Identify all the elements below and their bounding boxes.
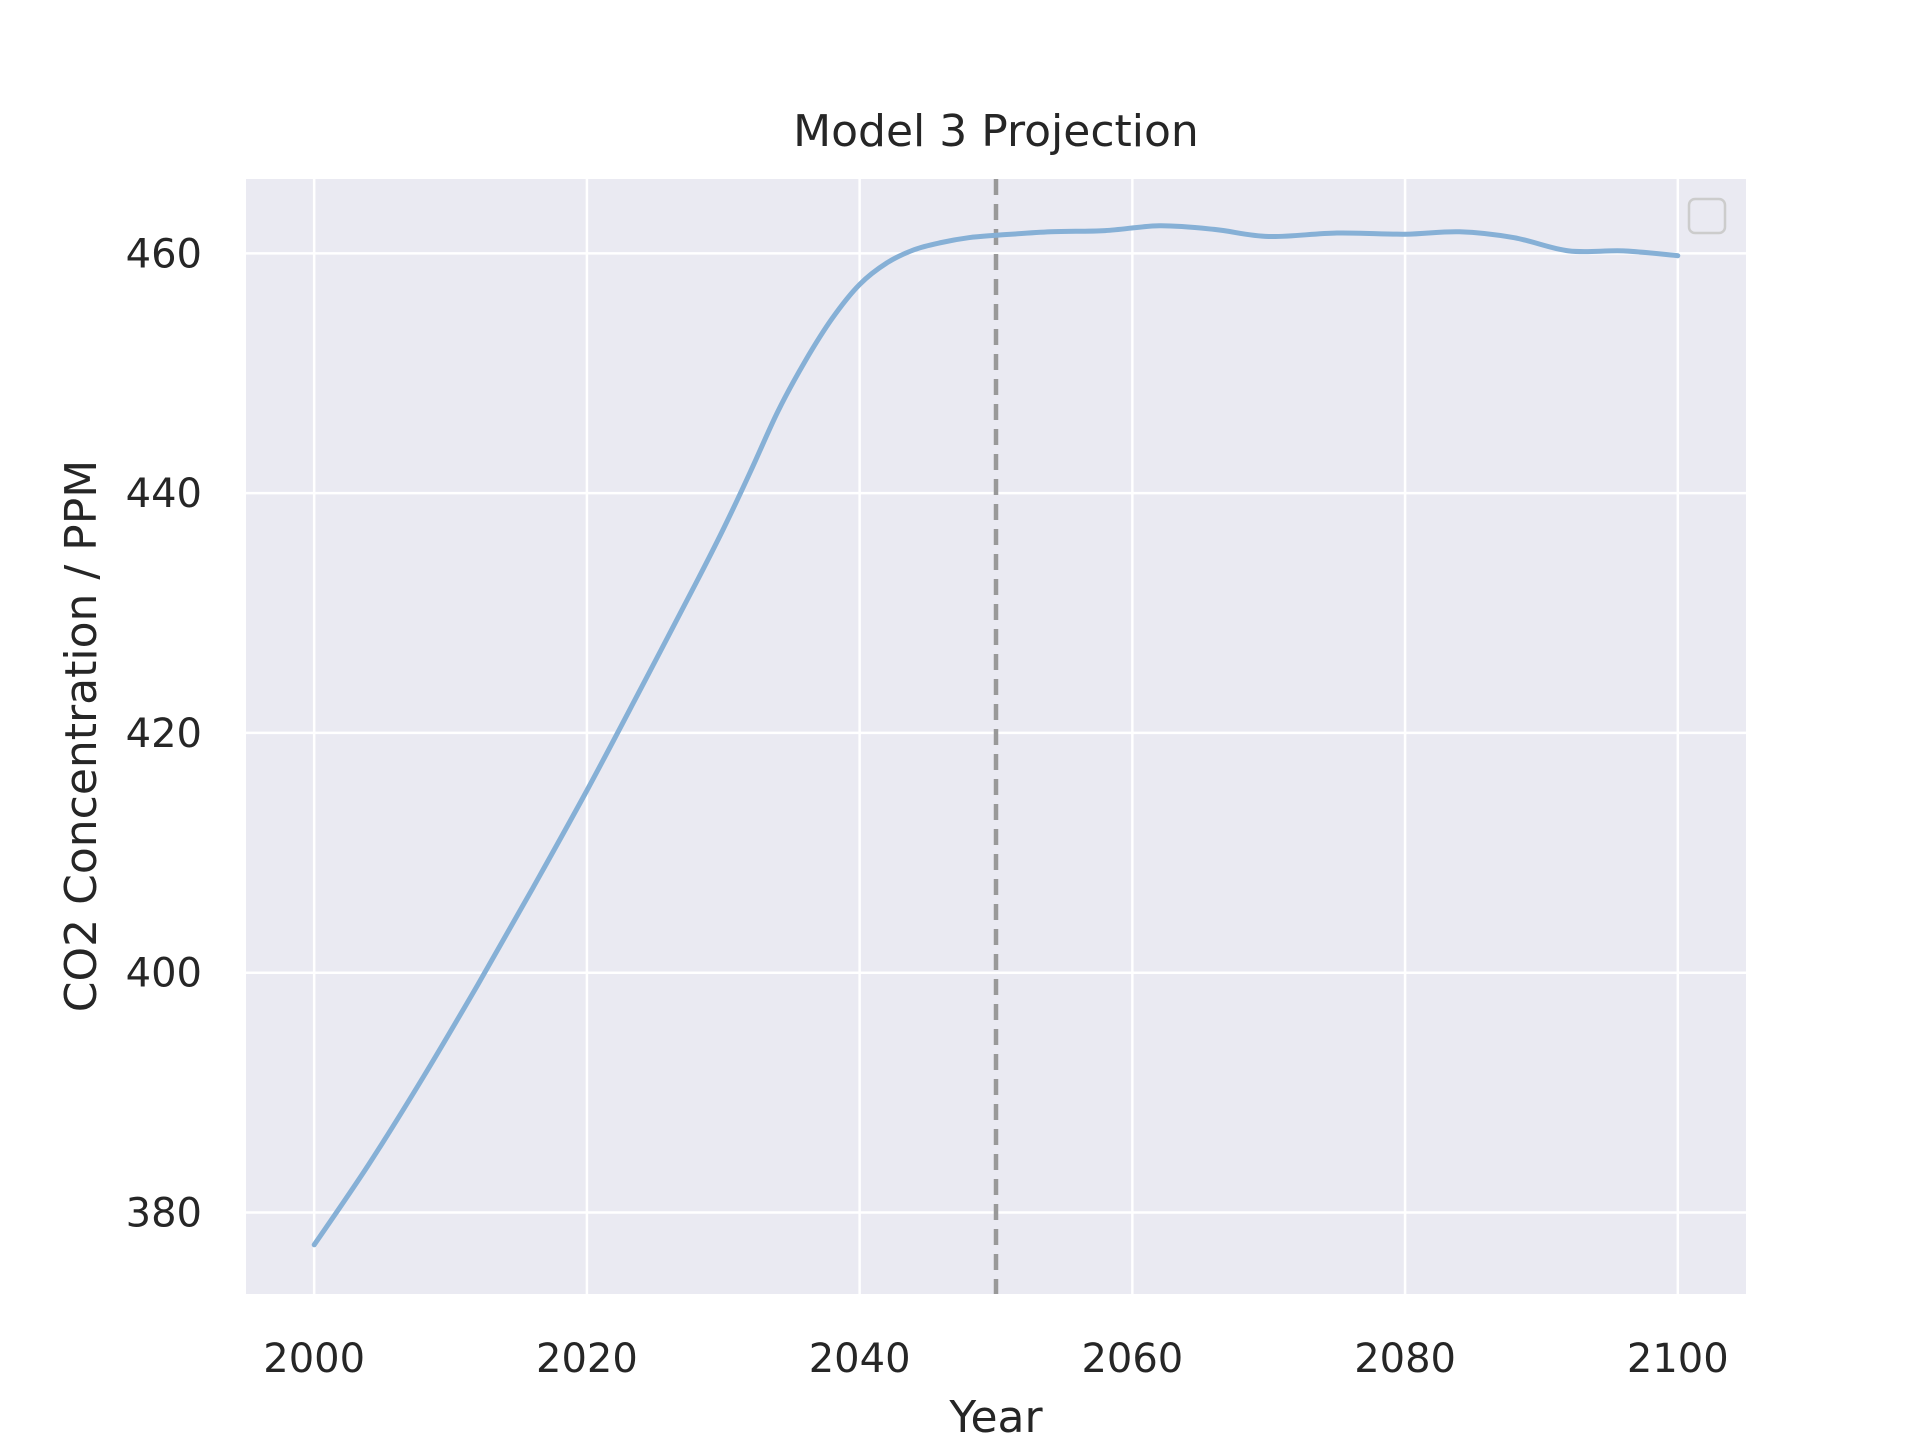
x-tick-label: 2100: [1627, 1336, 1729, 1382]
y-tick-labels: 380 400 420 440 460: [126, 231, 202, 1236]
series-line: [311, 223, 1681, 1248]
x-tick-label: 2040: [809, 1336, 911, 1382]
x-axis-label: Year: [948, 1392, 1043, 1440]
y-tick-label: 420: [126, 711, 202, 757]
x-tick-label: 2060: [1081, 1336, 1183, 1382]
y-tick-label: 440: [126, 471, 202, 517]
y-axis-label: CO2 Concentration / PPM: [56, 460, 107, 1012]
y-tick-label: 380: [126, 1190, 202, 1236]
x-tick-label: 2080: [1354, 1336, 1456, 1382]
y-tick-label: 400: [126, 951, 202, 997]
x-tick-label: 2000: [263, 1336, 365, 1382]
legend-box: [1687, 197, 1727, 235]
chart-title: Model 3 Projection: [793, 106, 1199, 157]
x-tick-label: 2020: [536, 1336, 638, 1382]
y-tick-label: 460: [126, 231, 202, 277]
x-tick-labels: 2000 2020 2040 2060 2080 2100: [263, 1336, 1728, 1382]
